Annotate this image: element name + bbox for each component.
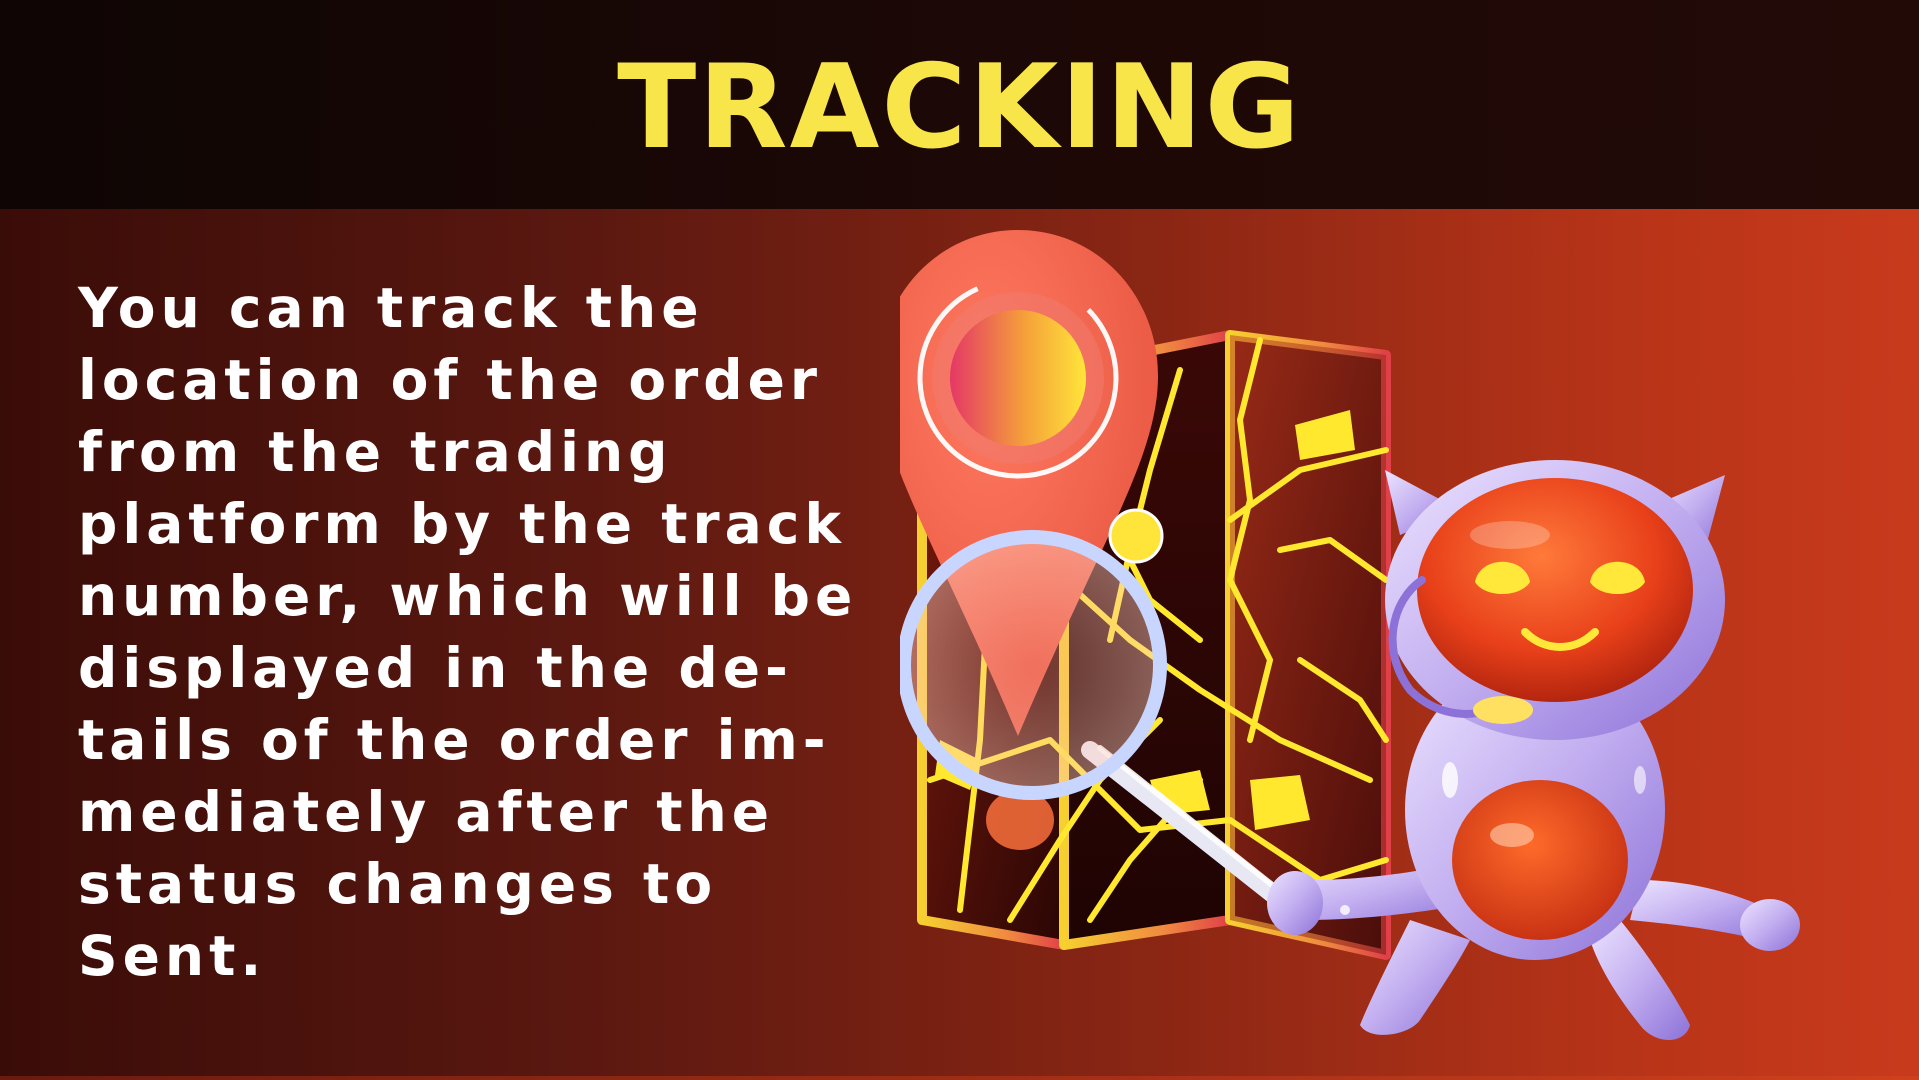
description-line: location of the order xyxy=(78,348,823,412)
description-line: from the trading xyxy=(78,420,673,484)
robot-character xyxy=(1267,460,1800,1040)
description-text: You can track the location of the order … xyxy=(78,272,918,992)
description-line: number, which will be xyxy=(78,564,858,628)
description-line: displayed in the de- xyxy=(78,636,793,700)
description-line: You can track the xyxy=(78,276,704,340)
bottom-accent-line xyxy=(0,1076,1919,1080)
description-line: platform by the track xyxy=(78,492,846,556)
description-line: status changes to xyxy=(78,852,718,916)
tracking-illustration xyxy=(900,230,1800,1040)
page-title: TRACKING xyxy=(617,40,1302,175)
description-line: tails of the order im- xyxy=(78,708,831,772)
description-line: mediately after the xyxy=(78,780,775,844)
magnifier-icon xyxy=(900,530,1289,909)
header-bar: TRACKING xyxy=(0,0,1919,209)
description-line: Sent. xyxy=(78,924,267,988)
